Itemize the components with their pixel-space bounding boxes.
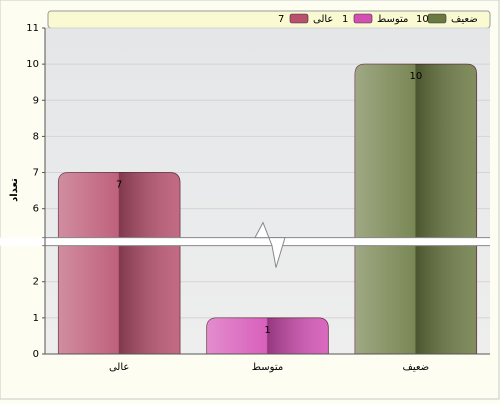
- legend-label: عالی: [313, 14, 333, 25]
- y-tick-label: 6: [33, 204, 39, 215]
- layer: 0 1 2 6 7 8 9 10 11 عالی 7 متوسط 1 ضعیف 10 7 عالی 1 متوسط 1…: [0, 13, 490, 373]
- y-tick-label: 1: [33, 313, 39, 324]
- data-label: 10: [409, 71, 422, 82]
- y-tick-label: 0: [33, 349, 39, 360]
- bar-shade: [58, 172, 180, 354]
- y-tick-label: 11: [26, 23, 39, 34]
- legend-swatch: [427, 13, 447, 24]
- bar-shade: [355, 64, 477, 355]
- legend-value: 1: [342, 14, 348, 25]
- legend-value: 10: [416, 14, 429, 25]
- y-tick-label: 9: [33, 95, 39, 106]
- legend-value: 7: [278, 14, 284, 25]
- data-label: 1: [264, 325, 270, 336]
- x-tick-label: عالی: [109, 362, 129, 373]
- legend-label: متوسط: [377, 14, 408, 25]
- y-tick-label: 2: [33, 277, 39, 288]
- x-tick-label: ضعیف: [402, 362, 429, 373]
- y-tick-label: 8: [33, 131, 39, 142]
- bar-shade: [206, 317, 329, 354]
- data-label: 7: [116, 180, 122, 191]
- x-tick-label: متوسط: [252, 362, 283, 373]
- legend-swatch: [353, 13, 373, 24]
- axis-break-zigzag: [254, 221, 286, 268]
- axis-break: [0, 237, 490, 246]
- legend-label: ضعیف: [451, 14, 478, 25]
- legend-swatch: [289, 13, 309, 24]
- y-tick-label: 10: [26, 59, 39, 70]
- y-tick-label: 7: [33, 168, 39, 179]
- y-axis-label: تعداد: [9, 178, 20, 202]
